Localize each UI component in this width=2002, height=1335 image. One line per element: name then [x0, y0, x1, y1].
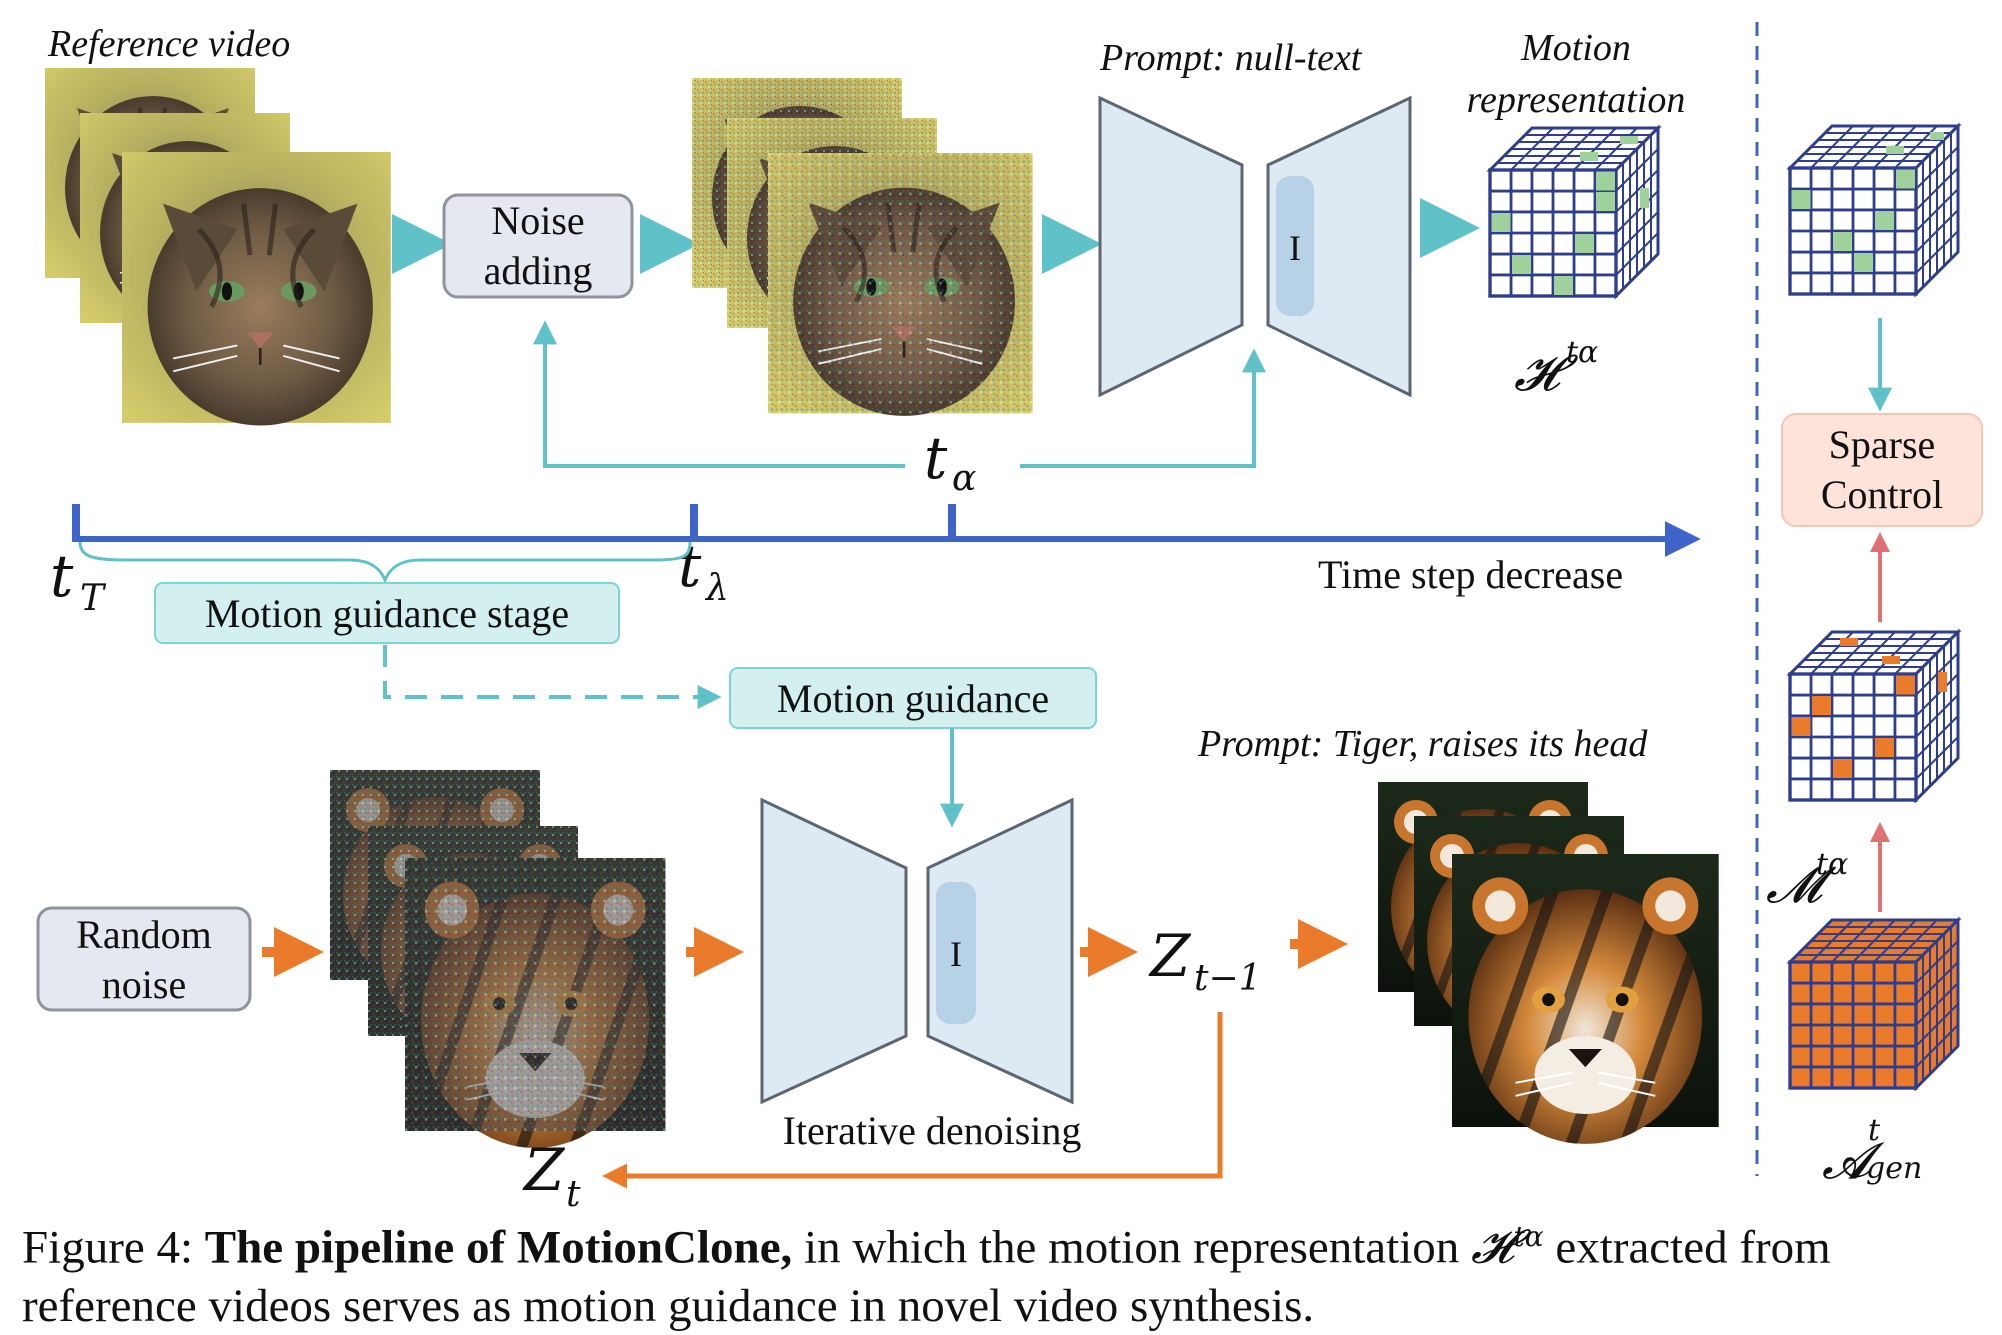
attention-cube	[1786, 916, 1962, 1092]
random-noise-box: Random noise	[36, 906, 252, 1012]
svg-text:Z: Z	[522, 1136, 566, 1204]
noisy-reference-frames	[690, 76, 1033, 416]
svg-text:gen: gen	[1866, 1151, 1922, 1186]
motion-guidance-stage-box: Motion guidance stage	[154, 582, 620, 644]
reference-video-frames	[43, 66, 391, 425]
dashed-connector	[383, 645, 722, 709]
timeline	[72, 504, 1701, 557]
loop-back-arrow	[602, 1012, 1223, 1189]
motion-repr-label-2: representation	[1467, 79, 1686, 121]
t-alpha-connectors	[533, 320, 1266, 468]
svg-text:λ: λ	[704, 568, 729, 609]
svg-text:Motion guidance: Motion guidance	[777, 676, 1049, 721]
M-symbol: 𝓜 tα	[1766, 847, 1848, 914]
svg-text:Z: Z	[1148, 922, 1192, 990]
svg-text:α: α	[952, 458, 976, 499]
svg-text:t: t	[50, 542, 74, 610]
svg-text:adding: adding	[484, 248, 593, 293]
noise-adding-box: Noise adding	[442, 193, 634, 299]
svg-text:tα: tα	[1566, 335, 1598, 370]
svg-text:T: T	[80, 578, 107, 619]
motion-guidance-brace	[78, 541, 692, 584]
H-symbol: 𝓗 tα	[1514, 335, 1598, 402]
unet-top: I	[1098, 95, 1412, 398]
svg-text:Random: Random	[76, 912, 212, 957]
iterative-denoising-label: Iterative denoising	[783, 1108, 1082, 1153]
svg-text:Sparse: Sparse	[1829, 422, 1936, 467]
svg-text:Motion guidance stage: Motion guidance stage	[205, 591, 569, 636]
generated-video-frames	[1377, 781, 1720, 1145]
motion-repr-label-1: Motion	[1520, 27, 1631, 69]
time-step-label: Time step decrease	[1318, 552, 1623, 597]
noisy-latent-frames	[329, 769, 667, 1149]
unet-bottom-block-label: I	[950, 934, 962, 974]
mask-cube	[1786, 628, 1962, 804]
unet-top-block-label: I	[1289, 228, 1301, 268]
svg-text:Noise: Noise	[491, 198, 584, 243]
t-alpha-label: t α	[924, 424, 976, 499]
svg-text:tα: tα	[1816, 847, 1848, 882]
svg-text:t: t	[566, 1174, 581, 1215]
figure-caption: Figure 4: The pipeline of MotionClone, i…	[22, 1219, 1831, 1332]
motion-guidance-box: Motion guidance	[729, 667, 1097, 729]
A-symbol: 𝓐 t gen	[1822, 1113, 1922, 1190]
t-lambda-label: t λ	[678, 532, 729, 609]
svg-text:noise: noise	[102, 962, 186, 1007]
sparse-representation-cube	[1786, 122, 1962, 298]
z-t-label: Z t	[522, 1136, 581, 1215]
reference-video-label: Reference video	[47, 23, 290, 65]
svg-text:Control: Control	[1821, 472, 1943, 517]
z-prev-label: Z t−1	[1148, 922, 1262, 999]
motion-representation-cube	[1486, 124, 1662, 300]
svg-text:t: t	[924, 424, 948, 492]
unet-bottom: I	[760, 797, 1074, 1105]
t-T-label: t T	[50, 542, 107, 619]
svg-text:t: t	[1868, 1113, 1881, 1148]
prompt-tiger: Prompt: Tiger, raises its head	[1197, 723, 1648, 765]
prompt-null-text: Prompt: null-text	[1099, 37, 1363, 79]
svg-text:t−1: t−1	[1194, 958, 1262, 999]
sparse-control-box: Sparse Control	[1781, 413, 1983, 527]
